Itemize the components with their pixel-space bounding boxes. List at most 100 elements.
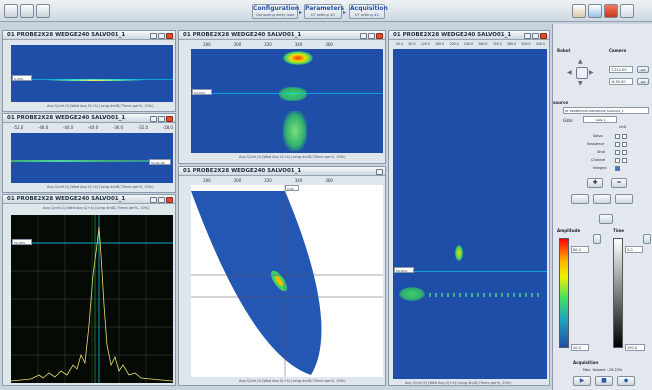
cursor-value-label: 50.00% bbox=[192, 89, 212, 95]
time-max-field[interactable]: 0.0 bbox=[625, 246, 643, 253]
maximize-icon[interactable] bbox=[158, 115, 165, 122]
sequence-checkbox[interactable] bbox=[615, 142, 620, 147]
layout-icon[interactable] bbox=[150, 32, 157, 39]
arrow-up-icon[interactable]: ▲ bbox=[578, 58, 583, 65]
bscan-image[interactable]: 50.00 dB bbox=[11, 133, 173, 183]
gate-label: Gate bbox=[563, 118, 573, 123]
tick-label: 360 bbox=[325, 178, 333, 183]
layout-icon[interactable] bbox=[360, 32, 367, 39]
close-icon[interactable] bbox=[166, 32, 173, 39]
close-icon[interactable] bbox=[376, 32, 383, 39]
arrow-left-icon[interactable]: ◀ bbox=[567, 69, 572, 76]
tick-label: 340 bbox=[294, 178, 303, 183]
maximize-icon[interactable] bbox=[158, 196, 165, 203]
sector-scan-panel: 01 PROBE2X28 WEDGE240 SALVO01_1 280 300 … bbox=[178, 166, 386, 386]
sector-scan-image[interactable]: 0.00 bbox=[191, 185, 383, 377]
palette-button[interactable] bbox=[643, 234, 651, 244]
palette-button[interactable] bbox=[593, 234, 601, 244]
amplitude-max-field[interactable]: 80.0 bbox=[571, 246, 589, 253]
integral-checkbox[interactable] bbox=[615, 166, 620, 171]
close-icon[interactable] bbox=[166, 115, 173, 122]
arrow-right-icon[interactable]: ▶ bbox=[589, 69, 594, 76]
layout-icon[interactable] bbox=[588, 4, 602, 18]
help-icon[interactable] bbox=[620, 4, 634, 18]
configuration-wizard-button[interactable]: Configuration Computing delay laws bbox=[252, 4, 300, 19]
channel-unit-checkbox[interactable] bbox=[622, 158, 627, 163]
print-icon[interactable] bbox=[36, 4, 50, 18]
tick-label: 440.0 bbox=[535, 42, 545, 46]
robot-direction-pad[interactable]: ▲ ▼ ◀ ▶ bbox=[567, 58, 597, 88]
restore-icon[interactable] bbox=[376, 168, 383, 175]
tick-label: 340 bbox=[294, 42, 303, 47]
shot-checkbox[interactable] bbox=[615, 150, 620, 155]
amplitude-colorbar[interactable] bbox=[559, 238, 569, 348]
horizontal-cursor[interactable] bbox=[191, 93, 383, 94]
refresh-button[interactable] bbox=[599, 214, 613, 224]
record-button[interactable]: ◆ bbox=[617, 376, 635, 386]
horizontal-cursor[interactable] bbox=[393, 271, 547, 272]
arrow-down-icon[interactable]: ▼ bbox=[578, 80, 583, 87]
x-axis-ticks: 280 300 320 340 360 bbox=[203, 178, 333, 183]
play-button[interactable]: ▶ bbox=[573, 376, 591, 386]
layout-icon[interactable] bbox=[150, 115, 157, 122]
set-x-button[interactable]: set bbox=[637, 66, 649, 73]
indication bbox=[399, 287, 425, 301]
parameters-wizard-button[interactable]: Parameters UT setting #1 bbox=[304, 4, 345, 19]
tick-label: 320 bbox=[264, 178, 272, 183]
camera-label: Camera bbox=[609, 48, 627, 53]
edit-button[interactable] bbox=[593, 194, 611, 204]
salvo-unit-checkbox[interactable] bbox=[622, 134, 627, 139]
checkbox-label: Salvo bbox=[593, 134, 603, 138]
save-icon[interactable] bbox=[20, 4, 34, 18]
amplitude-min-field[interactable]: 20.0 bbox=[571, 344, 589, 351]
ascan-image[interactable]: 50.00% bbox=[10, 215, 174, 383]
set-y-button[interactable]: set bbox=[637, 78, 649, 85]
side-view-image[interactable]: 50.00% bbox=[393, 49, 547, 379]
layout-icon[interactable] bbox=[524, 32, 531, 39]
delete-button[interactable] bbox=[615, 194, 633, 204]
gate-select[interactable]: Gate 1 bbox=[583, 116, 617, 123]
sequence-unit-checkbox[interactable] bbox=[622, 142, 627, 147]
salvo-checkbox[interactable] bbox=[615, 134, 620, 139]
top-view-image[interactable]: 50.00% bbox=[191, 49, 383, 153]
signal-echo bbox=[45, 79, 145, 81]
remove-button[interactable]: ━ bbox=[611, 178, 627, 188]
maximize-icon[interactable] bbox=[368, 32, 375, 39]
maximize-icon[interactable] bbox=[158, 32, 165, 39]
horizontal-cursor[interactable] bbox=[11, 79, 173, 80]
time-min-field[interactable]: 100.0 bbox=[625, 344, 645, 351]
cursor-value-label: 50.00% bbox=[12, 239, 32, 245]
shot-unit-checkbox[interactable] bbox=[622, 150, 627, 155]
source-select[interactable]: 01 PROBE2X28 WEDGE240 SALVO01_1 bbox=[563, 107, 649, 114]
center-icon[interactable] bbox=[576, 67, 588, 79]
plus-icon: ✚ bbox=[592, 179, 598, 186]
add-button[interactable]: ✚ bbox=[587, 178, 603, 188]
bscan-panel-1: 01 PROBE2X28 WEDGE240 SALVO01_1 0.20% Ac… bbox=[2, 30, 176, 112]
control-sidebar: Robot Camera ▲ ▼ ◀ ▶ 7,212.00 set -6,92.… bbox=[552, 24, 652, 390]
x-axis-ticks: -52.0 -48.0 -44.0 -40.0 -36.0 -32.0 -28.… bbox=[13, 125, 173, 130]
tick-label: 400.0 bbox=[521, 42, 531, 46]
maximize-icon[interactable] bbox=[532, 32, 539, 39]
robot-label: Robot bbox=[557, 48, 571, 53]
tick-label: 200.0 bbox=[449, 42, 459, 46]
view-button[interactable] bbox=[571, 194, 589, 204]
cursor-value-label: 0.00 bbox=[285, 185, 299, 191]
tick-label: 280 bbox=[203, 42, 211, 47]
close-icon[interactable] bbox=[540, 32, 547, 39]
tick-label: 160.0 bbox=[435, 42, 445, 46]
minus-icon: ━ bbox=[617, 179, 621, 186]
channel-checkbox[interactable] bbox=[615, 158, 620, 163]
open-file-icon[interactable] bbox=[4, 4, 18, 18]
camera-y-field[interactable]: -6,92.00 bbox=[609, 78, 633, 85]
layout-icon[interactable] bbox=[150, 196, 157, 203]
checkbox-label: Shot bbox=[597, 150, 605, 154]
stop-icon[interactable] bbox=[604, 4, 618, 18]
acquisition-wizard-button[interactable]: Acquisition UT setting #1 bbox=[349, 4, 388, 19]
camera-x-field[interactable]: 7,212.00 bbox=[609, 66, 633, 73]
close-icon[interactable] bbox=[166, 196, 173, 203]
time-colorbar[interactable] bbox=[613, 238, 623, 348]
settings-icon[interactable] bbox=[572, 4, 586, 18]
side-view-panel: 01 PROBE2X28 WEDGE240 SALVO01_1 -40.0 80… bbox=[388, 30, 550, 386]
bscan-image[interactable]: 0.20% bbox=[11, 45, 173, 102]
stop-button[interactable]: ■ bbox=[595, 376, 613, 386]
